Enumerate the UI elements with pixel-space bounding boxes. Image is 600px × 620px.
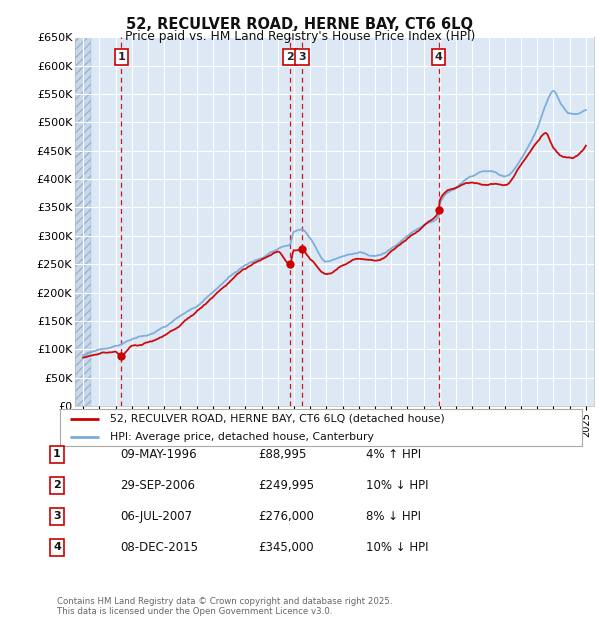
Text: 2: 2 xyxy=(286,52,294,62)
Text: 4: 4 xyxy=(434,52,443,62)
Text: 2: 2 xyxy=(53,480,61,490)
Text: Price paid vs. HM Land Registry's House Price Index (HPI): Price paid vs. HM Land Registry's House … xyxy=(125,30,475,43)
Text: £249,995: £249,995 xyxy=(258,479,314,492)
Text: This data is licensed under the Open Government Licence v3.0.: This data is licensed under the Open Gov… xyxy=(57,607,332,616)
Bar xyxy=(75,37,91,406)
Text: 1: 1 xyxy=(53,450,61,459)
Text: 10% ↓ HPI: 10% ↓ HPI xyxy=(366,479,428,492)
Text: HPI: Average price, detached house, Canterbury: HPI: Average price, detached house, Cant… xyxy=(110,432,373,441)
Text: 4% ↑ HPI: 4% ↑ HPI xyxy=(366,448,421,461)
Text: 10% ↓ HPI: 10% ↓ HPI xyxy=(366,541,428,554)
Text: 08-DEC-2015: 08-DEC-2015 xyxy=(120,541,198,554)
Bar xyxy=(75,37,91,406)
Text: 3: 3 xyxy=(53,512,61,521)
Text: 3: 3 xyxy=(298,52,306,62)
Text: 29-SEP-2006: 29-SEP-2006 xyxy=(120,479,195,492)
Text: 52, RECULVER ROAD, HERNE BAY, CT6 6LQ: 52, RECULVER ROAD, HERNE BAY, CT6 6LQ xyxy=(127,17,473,32)
Text: 52, RECULVER ROAD, HERNE BAY, CT6 6LQ (detached house): 52, RECULVER ROAD, HERNE BAY, CT6 6LQ (d… xyxy=(110,414,445,424)
Text: 06-JUL-2007: 06-JUL-2007 xyxy=(120,510,192,523)
Text: Contains HM Land Registry data © Crown copyright and database right 2025.: Contains HM Land Registry data © Crown c… xyxy=(57,597,392,606)
Text: £88,995: £88,995 xyxy=(258,448,307,461)
Text: £276,000: £276,000 xyxy=(258,510,314,523)
Text: 1: 1 xyxy=(118,52,125,62)
Text: 09-MAY-1996: 09-MAY-1996 xyxy=(120,448,197,461)
Text: 4: 4 xyxy=(53,542,61,552)
Text: £345,000: £345,000 xyxy=(258,541,314,554)
Text: 8% ↓ HPI: 8% ↓ HPI xyxy=(366,510,421,523)
